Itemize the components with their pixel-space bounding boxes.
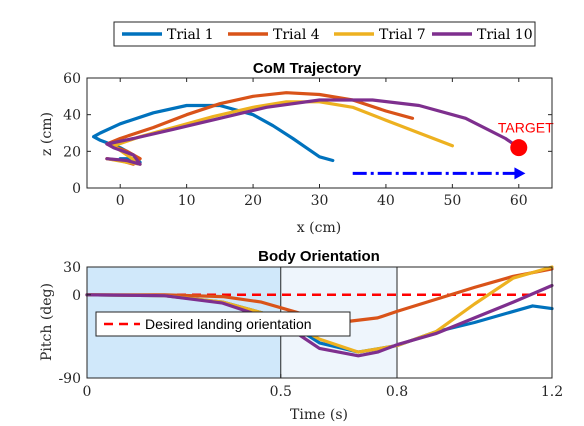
- y-tick-label: 20: [63, 144, 81, 160]
- y-tick-label: 40: [63, 108, 81, 124]
- arrow-head: [514, 167, 526, 180]
- x-tick-label: 30: [311, 193, 329, 209]
- x-tick-label: 0: [83, 384, 92, 400]
- x-axis-label: Time (s): [290, 407, 348, 423]
- annotation-label: Desired landing orientation: [145, 316, 312, 332]
- axes-box: [86, 266, 553, 379]
- target-marker: [510, 139, 528, 157]
- plot-title: Body Orientation: [258, 248, 380, 265]
- y-tick-label: -90: [58, 371, 81, 387]
- com-trajectory-plot: CoM Trajectory TARGET 0 10 20 30 40 50 60 0 20 4…: [39, 60, 554, 236]
- x-tick-label: 0: [116, 193, 125, 209]
- x-tick-label: 60: [510, 193, 528, 209]
- x-tick-label: 0.5: [270, 384, 292, 400]
- series-line: [85, 267, 554, 325]
- y-tick-label: 0: [72, 181, 81, 197]
- plot-area: [87, 78, 552, 188]
- series-line: [85, 283, 554, 358]
- y-tick-label: 30: [63, 260, 81, 276]
- y-axis-label: Pitch (deg): [39, 283, 55, 361]
- x-tick-label: 0.8: [386, 384, 408, 400]
- series-line: [105, 100, 454, 166]
- target-label: TARGET: [498, 120, 554, 136]
- x-tick-label: 1.2: [541, 384, 563, 400]
- y-tick-label: 60: [63, 71, 81, 87]
- legend-label: Trial 1: [167, 27, 214, 43]
- y-axis-label: z (cm): [39, 112, 55, 156]
- legend-label: Trial 7: [379, 27, 426, 43]
- plot-title: CoM Trajectory: [253, 60, 362, 77]
- series-line: [105, 98, 521, 166]
- legend: Trial 1 Trial 4 Trial 7 Trial 10: [113, 21, 536, 47]
- x-tick-label: 40: [377, 193, 395, 209]
- body-orientation-plot: Body Orientation 0 0.5 0.8 1.2 300-90 Desir…: [39, 248, 563, 423]
- x-axis-label: x (cm): [297, 220, 341, 236]
- x-tick-label: 50: [443, 193, 461, 209]
- y-tick-label: 0: [72, 288, 81, 304]
- x-tick-label: 10: [178, 193, 196, 209]
- legend-label: Trial 4: [273, 27, 320, 43]
- legend-label: Trial 10: [477, 27, 533, 43]
- x-tick-label: 20: [244, 193, 262, 209]
